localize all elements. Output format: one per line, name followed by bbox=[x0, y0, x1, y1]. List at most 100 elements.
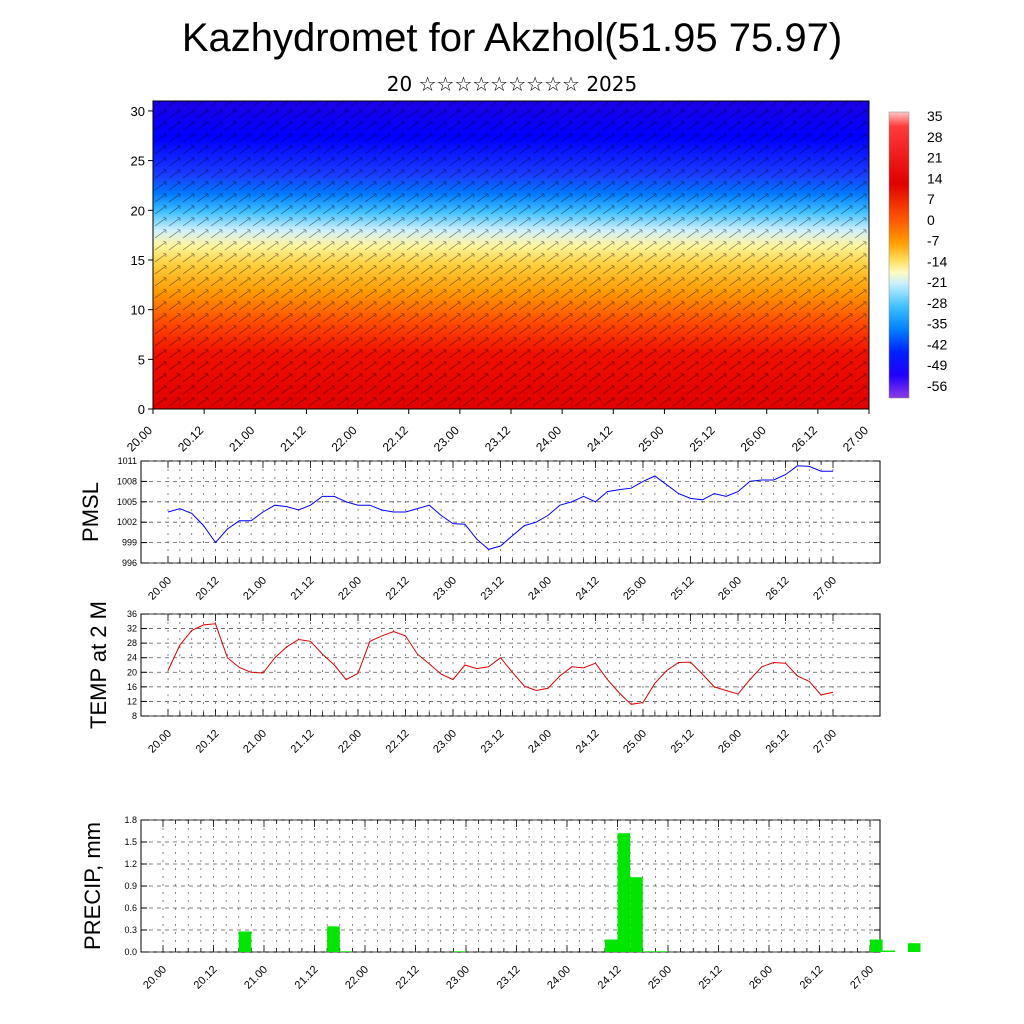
x-tick-label: 23.00 bbox=[431, 728, 459, 756]
x-tick-label: 26.12 bbox=[764, 728, 792, 756]
x-tick-label: 21.00 bbox=[226, 423, 257, 454]
colorbar-label: -28 bbox=[927, 295, 947, 311]
x-tick-label: 20.00 bbox=[146, 575, 174, 603]
y-tick-label: 0 bbox=[138, 402, 145, 417]
x-tick-label: 21.12 bbox=[289, 575, 317, 603]
y-tick-label: 0.9 bbox=[124, 881, 137, 891]
y-tick-label: 15 bbox=[131, 253, 145, 268]
x-tick-label: 22.00 bbox=[336, 575, 364, 603]
x-tick-label: 24.00 bbox=[533, 423, 564, 454]
cross-section-panel: 0 5 10 15 20 25 30 20.00 20.12 21.00 21.12 22.00 22… bbox=[124, 100, 871, 454]
colorbar-label: -7 bbox=[927, 233, 940, 249]
colorbar-label: -35 bbox=[927, 316, 947, 332]
colorbar-label: -21 bbox=[927, 274, 947, 290]
x-tick-label: 23.00 bbox=[431, 423, 462, 454]
x-tick-label: 25.12 bbox=[669, 728, 697, 756]
precip-bar bbox=[630, 877, 643, 952]
colorbar-labels: 35 28 21 14 7 0 -7 -14 -21 -28 -35 -42 -49 -56 bbox=[927, 108, 947, 394]
y-tick-label: 1.5 bbox=[124, 837, 137, 847]
x-tick-label: 25.12 bbox=[669, 575, 697, 603]
y-tick-label: 1008 bbox=[117, 476, 137, 486]
x-tick-label: 21.00 bbox=[241, 728, 269, 756]
precip-bar bbox=[642, 951, 656, 952]
y-tick-label: 0.3 bbox=[124, 925, 137, 935]
x-tick-label: 25.12 bbox=[697, 964, 725, 992]
y-tick-label: 0.0 bbox=[124, 947, 137, 957]
x-tick-label: 24.12 bbox=[596, 964, 624, 992]
cross-section-y-axis: 0 5 10 15 20 25 30 bbox=[131, 104, 153, 417]
x-tick-label: 22.12 bbox=[380, 423, 411, 454]
x-tick-label: 21.00 bbox=[242, 964, 270, 992]
x-tick-label: 23.12 bbox=[479, 728, 507, 756]
y-axis-label: PRECIP, mm bbox=[80, 822, 105, 950]
precip-bar bbox=[238, 931, 252, 952]
x-tick-label: 26.12 bbox=[789, 423, 820, 454]
colorbar-bar bbox=[888, 111, 910, 399]
x-tick-label: 22.12 bbox=[384, 575, 412, 603]
x-tick-label: 26.00 bbox=[716, 728, 744, 756]
precip-bar bbox=[604, 939, 618, 952]
y-axis-label: TEMP at 2 M bbox=[86, 601, 111, 729]
y-tick-label: 0.6 bbox=[124, 903, 137, 913]
precip-bar bbox=[882, 950, 896, 952]
x-tick-label: 20.12 bbox=[194, 575, 222, 603]
colorbar-label: -49 bbox=[927, 357, 947, 373]
y-tick-label: 1002 bbox=[117, 517, 137, 527]
colorbar-label: 0 bbox=[927, 212, 935, 228]
y-tick-label: 20 bbox=[131, 203, 145, 218]
x-tick-label: 25.00 bbox=[635, 423, 666, 454]
colorbar-label: 7 bbox=[927, 191, 935, 207]
precip-bar bbox=[339, 951, 353, 952]
colorbar-label: 35 bbox=[927, 108, 943, 124]
y-tick-label: 32 bbox=[127, 624, 137, 634]
y-tick-label: 16 bbox=[127, 682, 137, 692]
panel-frame bbox=[140, 460, 881, 564]
x-tick-label: 24.00 bbox=[526, 728, 554, 756]
x-tick-label: 23.12 bbox=[479, 575, 507, 603]
x-tick-label: 27.00 bbox=[811, 728, 839, 756]
colorbar: 35 28 21 14 7 0 -7 -14 -21 -28 -35 -42 -49 -56 bbox=[888, 108, 947, 399]
x-tick-label: 22.00 bbox=[343, 964, 371, 992]
x-tick-label: 26.12 bbox=[798, 964, 826, 992]
y-tick-label: 1.2 bbox=[124, 859, 137, 869]
x-tick-label: 24.00 bbox=[545, 964, 573, 992]
x-tick-label: 27.00 bbox=[811, 575, 839, 603]
y-tick-label: 12 bbox=[127, 696, 137, 706]
precip-bar bbox=[327, 926, 340, 952]
y-tick-label: 1011 bbox=[118, 456, 137, 466]
x-tick-label: 21.12 bbox=[293, 964, 321, 992]
x-tick-label: 23.12 bbox=[495, 964, 523, 992]
precip-panel: 0.0 0.3 0.6 0.9 1.2 1.5 1.8 20.00 20.12 21.00 21.1… bbox=[80, 815, 921, 992]
panel-frame bbox=[140, 613, 881, 717]
pmsl-panel: 996 999 1002 1005 1008 1011 20.00 20.12 21.00 21.… bbox=[78, 456, 881, 603]
colorbar-label: -56 bbox=[927, 378, 947, 394]
x-tick-label: 23.00 bbox=[444, 964, 472, 992]
x-tick-label: 22.00 bbox=[329, 423, 360, 454]
x-tick-label: 24.12 bbox=[574, 728, 602, 756]
x-tick-label: 24.12 bbox=[574, 575, 602, 603]
x-tick-label: 20.00 bbox=[124, 423, 155, 454]
y-tick-label: 8 bbox=[132, 711, 137, 721]
y-tick-label: 25 bbox=[131, 154, 145, 169]
chart-subtitle: 20 ☆☆☆☆☆☆☆☆☆ 2025 bbox=[386, 72, 638, 96]
x-tick-label: 27.00 bbox=[848, 964, 876, 992]
precip-bar bbox=[870, 939, 883, 952]
x-tick-label: 25.00 bbox=[621, 575, 649, 603]
x-tick-label: 26.00 bbox=[747, 964, 775, 992]
precip-bar bbox=[617, 833, 631, 952]
x-tick-label: 21.00 bbox=[241, 575, 269, 603]
temp-panel: 8 12 16 20 24 28 32 36 20.00 20.12 21.00 21.12 22.00… bbox=[86, 601, 881, 756]
x-tick-label: 20.00 bbox=[146, 728, 174, 756]
y-tick-label: 24 bbox=[127, 653, 137, 663]
precip-bar bbox=[907, 943, 921, 952]
x-tick-label: 26.00 bbox=[738, 423, 769, 454]
cross-section-x-axis: 20.00 20.12 21.00 21.12 22.00 22.12 23.00 23.12… bbox=[124, 409, 871, 454]
x-tick-label: 25.00 bbox=[646, 964, 674, 992]
y-tick-label: 36 bbox=[127, 609, 137, 619]
y-tick-label: 1.8 bbox=[124, 815, 137, 825]
colorbar-label: 28 bbox=[927, 129, 943, 145]
colorbar-label: -14 bbox=[927, 253, 947, 269]
x-tick-label: 22.12 bbox=[394, 964, 422, 992]
y-tick-label: 30 bbox=[131, 104, 145, 119]
